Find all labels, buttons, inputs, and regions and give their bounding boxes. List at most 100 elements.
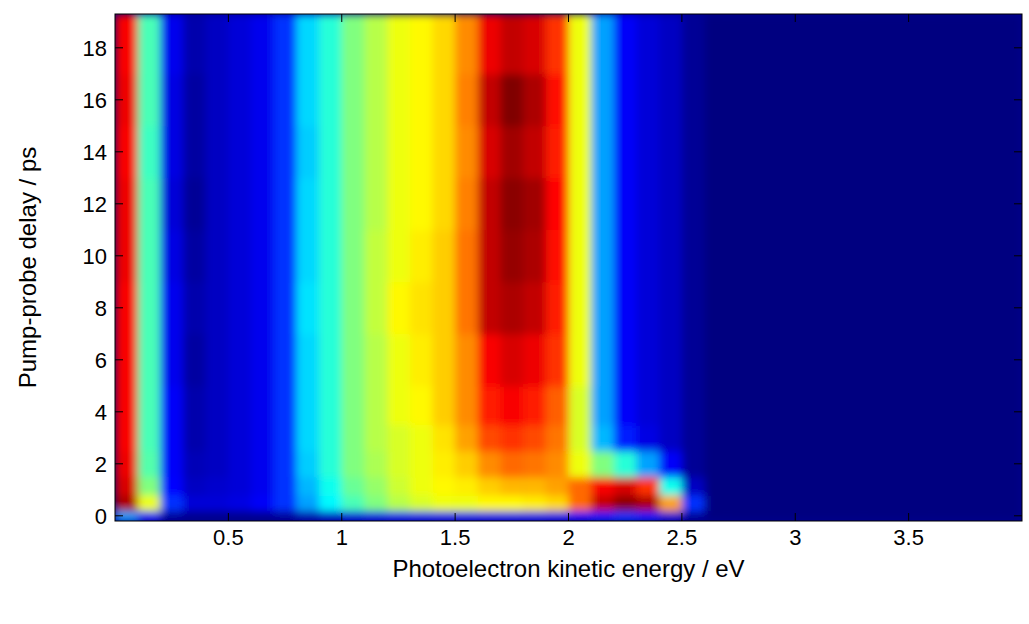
heatmap-cell xyxy=(886,126,909,179)
heatmap-cell xyxy=(682,14,705,74)
heatmap-cell xyxy=(614,14,637,74)
x-tick-label: 1 xyxy=(336,525,348,550)
heatmap-cell xyxy=(682,511,705,521)
heatmap-cell xyxy=(183,334,206,387)
heatmap-cell xyxy=(818,334,841,387)
y-tick xyxy=(115,411,123,412)
heatmap-cell xyxy=(614,230,637,283)
heatmap-cell xyxy=(410,14,433,74)
y-tick xyxy=(115,151,123,152)
heatmap-cell xyxy=(727,126,750,179)
heatmap-cell xyxy=(659,178,682,231)
heatmap-cell xyxy=(977,334,1000,387)
heatmap-cell xyxy=(818,495,841,511)
heatmap-cell xyxy=(682,451,705,478)
y-tick xyxy=(1014,47,1022,48)
heatmap-cell xyxy=(206,451,229,478)
heatmap-cell xyxy=(296,495,319,511)
heatmap-cell xyxy=(795,14,818,74)
heatmap-cell xyxy=(659,495,682,511)
heatmap-cell xyxy=(727,230,750,283)
heatmap-cell xyxy=(637,495,660,511)
heatmap-cell xyxy=(296,425,319,452)
heatmap-cell xyxy=(206,495,229,511)
heatmap-cell xyxy=(727,14,750,74)
heatmap-cell xyxy=(296,230,319,283)
heatmap-cell xyxy=(727,282,750,335)
heatmap-cell xyxy=(999,178,1022,231)
heatmap-cell xyxy=(115,126,138,179)
heatmap-cell xyxy=(569,386,592,426)
heatmap-cell xyxy=(659,74,682,127)
heatmap-cell xyxy=(773,425,796,452)
heatmap-cell xyxy=(387,334,410,387)
heatmap-cell xyxy=(569,14,592,74)
heatmap-cell xyxy=(251,511,274,521)
heatmap-cell xyxy=(999,386,1022,426)
heatmap-cell xyxy=(727,425,750,452)
heatmap-cell xyxy=(523,386,546,426)
heatmap-cell xyxy=(523,74,546,127)
heatmap-cell xyxy=(274,451,297,478)
heatmap-cell xyxy=(773,495,796,511)
heatmap-cell xyxy=(432,511,455,521)
heatmap-cell xyxy=(228,477,251,496)
heatmap-cell xyxy=(977,425,1000,452)
y-tick-label: 2 xyxy=(95,452,107,477)
heatmap-cell xyxy=(183,386,206,426)
heatmap-cell xyxy=(228,74,251,127)
heatmap-cell xyxy=(228,425,251,452)
heatmap-cell xyxy=(682,282,705,335)
heatmap-cell xyxy=(569,230,592,283)
heatmap-cell xyxy=(160,334,183,387)
heatmap-cell xyxy=(342,74,365,127)
heatmap-cell xyxy=(251,495,274,511)
heatmap-cell xyxy=(637,126,660,179)
heatmap-cell xyxy=(818,230,841,283)
heatmap-cell xyxy=(863,74,886,127)
heatmap-cell xyxy=(296,334,319,387)
heatmap-cell xyxy=(999,74,1022,127)
heatmap-cell xyxy=(818,282,841,335)
heatmap-cell xyxy=(228,511,251,521)
heatmap-cell xyxy=(387,14,410,74)
heatmap-cell xyxy=(569,451,592,478)
heatmap-cell xyxy=(183,477,206,496)
heatmap-cell xyxy=(954,126,977,179)
heatmap-cell xyxy=(160,477,183,496)
y-tick xyxy=(1014,359,1022,360)
heatmap-cell xyxy=(977,386,1000,426)
heatmap-cell xyxy=(863,511,886,521)
heatmap-cell xyxy=(319,511,342,521)
heatmap-cell xyxy=(659,230,682,283)
heatmap-cell xyxy=(251,178,274,231)
heatmap-cell xyxy=(160,511,183,521)
heatmap-cell xyxy=(206,230,229,283)
heatmap-cell xyxy=(342,126,365,179)
x-axis-title: Photoelectron kinetic energy / eV xyxy=(392,555,744,582)
heatmap-cell xyxy=(886,511,909,521)
heatmap-cell xyxy=(705,334,728,387)
y-tick-label: 6 xyxy=(95,348,107,373)
heatmap-cell xyxy=(886,230,909,283)
heatmap-cell xyxy=(886,425,909,452)
y-tick xyxy=(115,203,123,204)
heatmap-cell xyxy=(500,451,523,478)
heatmap-cell xyxy=(659,282,682,335)
heatmap-cell xyxy=(274,386,297,426)
x-tick xyxy=(228,14,229,22)
heatmap-cell xyxy=(863,425,886,452)
heatmap-cell xyxy=(410,451,433,478)
heatmap-cell xyxy=(931,230,954,283)
heatmap-cell xyxy=(160,282,183,335)
heatmap-cell xyxy=(206,425,229,452)
heatmap-cell xyxy=(296,14,319,74)
heatmap-cell xyxy=(115,282,138,335)
heatmap-cell xyxy=(614,495,637,511)
heatmap-cell xyxy=(727,511,750,521)
heatmap-cell xyxy=(909,14,932,74)
heatmap-cell xyxy=(773,230,796,283)
heatmap-cell xyxy=(319,178,342,231)
heatmap-cell xyxy=(614,178,637,231)
x-tick xyxy=(568,513,569,521)
